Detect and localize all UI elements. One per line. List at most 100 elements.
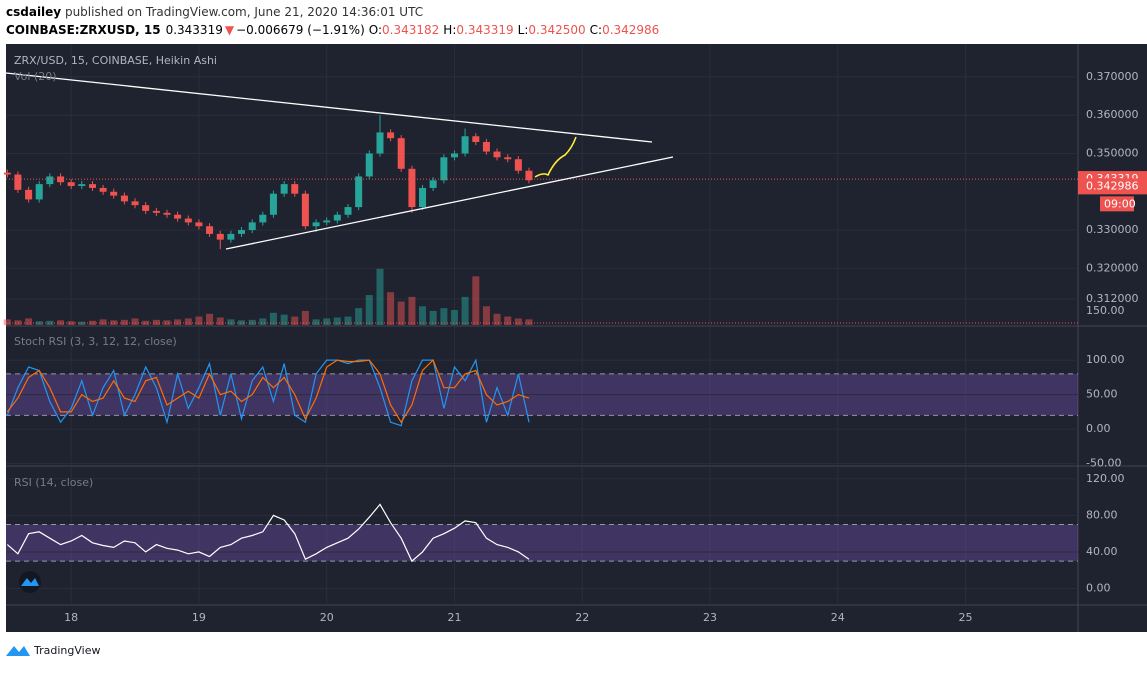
candle-body [227, 233, 235, 240]
candle-body [206, 226, 214, 234]
y-tick-label: 120.00 [1086, 472, 1125, 485]
volume-bar [387, 292, 395, 325]
candle-body [184, 218, 192, 223]
drawn-projection [534, 136, 577, 178]
volume-bar [504, 316, 512, 325]
x-tick-label: 25 [959, 611, 973, 624]
volume-bar [280, 314, 288, 325]
volume-bar [408, 296, 416, 325]
footer-logo [6, 646, 30, 656]
candle-body [110, 191, 118, 196]
y-tick-label: 0.320000 [1086, 261, 1139, 274]
volume-bar [163, 320, 171, 325]
candle-body [25, 189, 33, 200]
volume-bar [312, 319, 320, 325]
candle-body [216, 233, 224, 240]
logo-mark [19, 571, 41, 593]
volume-bar [291, 316, 299, 325]
pane-title: RSI (14, close) [14, 476, 93, 489]
candle-body [397, 138, 405, 169]
y-tick-label: 0.330000 [1086, 223, 1139, 236]
y-tick-label: 0.00 [1086, 581, 1111, 594]
countdown: 09:00 [1104, 197, 1136, 210]
volume-bar [514, 318, 522, 325]
l-label: L: [518, 23, 529, 37]
volume-bar [450, 310, 458, 325]
candle-body [472, 136, 480, 143]
price-label-box [1078, 178, 1147, 195]
volume-bar [269, 312, 277, 325]
y-tick-label: -50.00 [1086, 457, 1121, 470]
volume-bar [440, 308, 448, 325]
candle-body [344, 207, 352, 215]
candle-body [323, 220, 331, 223]
candle-body [78, 184, 86, 187]
volume-bar [25, 318, 33, 325]
volume-bar [110, 320, 118, 325]
candle-body [355, 176, 363, 208]
volume-bar [344, 316, 352, 325]
series-line [6, 359, 530, 424]
series-line [6, 503, 530, 563]
h: 0.343319 [456, 23, 513, 37]
volume-bar [493, 313, 501, 325]
candle-body [142, 205, 150, 211]
price: 0.343319 [166, 23, 223, 37]
footer-brand: TradingView [33, 644, 100, 657]
candle-body [174, 214, 182, 219]
candle-body [89, 184, 97, 188]
candle-body [333, 214, 341, 221]
close-price-label: 0.342986 [1086, 179, 1139, 192]
volume-bar [525, 319, 533, 325]
volume-bar [301, 310, 309, 325]
volume-tick-label: 150.00 [1086, 304, 1125, 317]
change: −0.006679 (−1.91%) [236, 23, 365, 37]
candle-body [291, 184, 299, 194]
y-tick-label: 0.00 [1086, 422, 1111, 435]
volume-bar [195, 316, 203, 325]
y-tick-label: 50.00 [1086, 388, 1118, 401]
y-tick-label: 0.360000 [1086, 108, 1139, 121]
x-tick-label: 23 [703, 611, 717, 624]
candle-body [365, 153, 373, 177]
candle-body [312, 222, 320, 227]
volume-bar [206, 313, 214, 325]
candle-body [163, 212, 171, 215]
x-tick-label: 18 [64, 611, 78, 624]
candle-body [99, 187, 107, 192]
candle-body [493, 151, 501, 158]
volume-bar [333, 317, 341, 325]
series-line [6, 358, 530, 427]
candle-body [237, 230, 245, 234]
x-tick-label: 24 [831, 611, 845, 624]
volume-bar [248, 319, 256, 325]
volume-bar [323, 318, 331, 325]
candle-body [120, 195, 128, 202]
o: 0.343182 [382, 23, 439, 37]
h-label: H: [443, 23, 456, 37]
candle-body [3, 172, 11, 175]
candle-body [450, 153, 458, 158]
symbol: COINBASE:ZRXUSD, 15 [6, 23, 161, 37]
candle-body [514, 159, 522, 171]
y-tick-label: 0.350000 [1086, 146, 1139, 159]
candle-body [525, 170, 533, 181]
volume-bar [259, 318, 267, 325]
volume-bar [120, 319, 128, 325]
y-tick-label: 80.00 [1086, 508, 1118, 521]
volume-bar [184, 318, 192, 325]
volume-bar [419, 306, 427, 325]
y-tick-label: 100.00 [1086, 353, 1125, 366]
candle-body [376, 132, 384, 154]
volume-bar [216, 317, 224, 325]
countdown-box [1100, 196, 1134, 212]
y-tick-label: 0.312000 [1086, 292, 1139, 305]
candle-body [408, 168, 416, 208]
trendline [225, 156, 674, 250]
candle-body [429, 180, 437, 188]
candle-body [35, 184, 43, 200]
volume-bar [365, 295, 373, 325]
candle-body [504, 157, 512, 160]
volume-title: Vol (20) [14, 70, 57, 83]
